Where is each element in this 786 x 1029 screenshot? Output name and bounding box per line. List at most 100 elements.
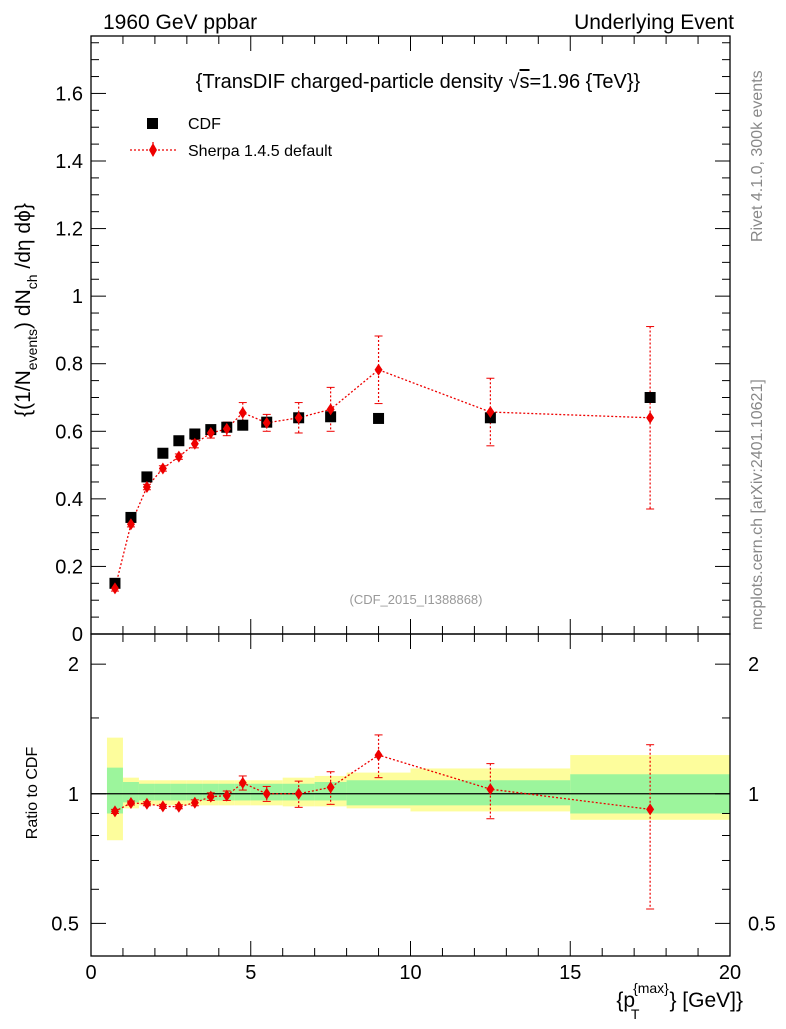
- ratio-sherpa-point: [206, 790, 215, 803]
- header-right: Underlying Event: [574, 11, 734, 34]
- xtick-label: 10: [399, 962, 421, 984]
- mcplots-label: mcplots.cern.ch [arXiv:2401.10621]: [749, 379, 766, 630]
- ratio-stat-band: [138, 783, 155, 801]
- ratio-sherpa-point: [174, 800, 183, 813]
- sherpa-point: [646, 411, 655, 424]
- legend: CDF Sherpa 1.4.5 default: [130, 116, 333, 160]
- cdf-point: [373, 412, 385, 424]
- ratio-stat-band: [234, 783, 251, 801]
- sherpa-point: [142, 481, 151, 494]
- sherpa-point: [222, 422, 231, 435]
- xlabel-a: {p: [616, 989, 635, 1012]
- ratio-stat-band: [186, 783, 203, 801]
- xlabel-sup: {max}: [633, 980, 669, 996]
- ratio-sherpa-point: [374, 749, 383, 762]
- title-post: =1.96 {TeV}}: [530, 71, 641, 93]
- ratio-sherpa-point: [238, 776, 247, 789]
- cdf-point: [325, 411, 337, 423]
- xlabel-sub: T: [631, 1006, 640, 1022]
- title-pre: {TransDIF charged-particle density: [196, 71, 509, 93]
- rivet-label: Rivet 4.1.0, 300k events: [749, 70, 766, 242]
- ratio-sherpa-point: [126, 796, 135, 809]
- legend-cdf-marker: [147, 118, 158, 129]
- sherpa-point: [206, 426, 215, 439]
- sherpa-point: [158, 462, 167, 475]
- legend-sherpa-marker: [149, 143, 157, 157]
- sherpa-point: [190, 437, 199, 450]
- ylabel-d: ch: [24, 274, 40, 289]
- xtick-label: 5: [245, 962, 256, 984]
- ratio-ylabel: Ratio to CDF: [24, 747, 41, 840]
- main-ytick-label: 1: [72, 286, 83, 308]
- ratio-panel: 0.5 0.51 12 20 5 10 15 20 Ratio to CDF {p{max} T…: [24, 633, 776, 1022]
- sherpa-point: [294, 411, 303, 424]
- ratio-stat-band: [346, 780, 411, 806]
- ratio-sherpa-point: [486, 783, 495, 796]
- main-ytick-label: 0.2: [55, 556, 83, 578]
- ratio-sherpa-point: [142, 797, 151, 810]
- ratio-stat-band: [122, 782, 139, 803]
- sherpa-point: [262, 416, 271, 429]
- sherpa-point: [126, 518, 135, 531]
- main-frame: [90, 35, 731, 635]
- sherpa-point: [238, 406, 247, 419]
- ratio-sherpa-point: [294, 787, 303, 800]
- title-s: s: [520, 71, 530, 93]
- sherpa-point: [486, 406, 495, 419]
- xlabel: {p{max} T } [GeV]}: [616, 980, 743, 1022]
- ratio-ytick-label: 1: [68, 784, 79, 806]
- ratio-ytick-label-right: 1: [748, 784, 759, 806]
- header-left: 1960 GeV ppbar: [103, 11, 257, 34]
- title-sqrt: √: [509, 71, 520, 93]
- ratio-sherpa-point: [262, 787, 271, 800]
- ratio-stat-band: [154, 783, 171, 801]
- cdf-point: [125, 511, 137, 523]
- ratio-sherpa-point: [110, 805, 119, 818]
- sherpa-point: [374, 363, 383, 376]
- legend-cdf-label: CDF: [188, 116, 221, 133]
- main-watermark: (CDF_2015_I1388868): [350, 592, 483, 607]
- xtick-label: 15: [559, 962, 581, 984]
- xtick-label: 0: [85, 962, 96, 984]
- ratio-sherpa-point: [190, 796, 199, 809]
- main-ytick-label: 0.8: [55, 354, 83, 376]
- main-ytick-label: 0.4: [55, 489, 83, 511]
- ylabel-a: {(1/N: [12, 370, 35, 417]
- legend-sherpa-label: Sherpa 1.4.5 default: [188, 143, 333, 160]
- main-ytick-label: 1.6: [55, 83, 83, 105]
- sherpa-point: [174, 450, 183, 463]
- xlabel-b: } [GeV]}: [669, 989, 743, 1012]
- cdf-point: [237, 419, 249, 431]
- ratio-sherpa-point: [222, 789, 231, 802]
- main-ytick-label: 0: [72, 624, 83, 646]
- cdf-point: [644, 392, 656, 404]
- cdf-point: [157, 447, 169, 459]
- ratio-ytick-label: 0.5: [51, 913, 79, 935]
- cdf-point: [189, 428, 201, 440]
- xtick-label: 20: [719, 962, 741, 984]
- ratio-ytick-label: 2: [68, 654, 79, 676]
- ratio-sherpa-line: [114, 754, 651, 812]
- cdf-point: [173, 435, 185, 447]
- sherpa-line: [114, 369, 651, 589]
- main-ytick-label: 1.2: [55, 219, 83, 241]
- ylabel-c: ) dN: [12, 289, 35, 329]
- main-ylabel: {(1/Nevents) dNch /dη dϕ}: [12, 203, 40, 417]
- ratio-ytick-label-right: 2: [748, 654, 759, 676]
- main-ytick-label: 1.4: [55, 151, 83, 173]
- ylabel-b: events: [24, 329, 40, 370]
- main-panel: 0 0.2 0.4 0.6 0.8 1 1.2 1.4 1.6 (CDF_2015_I13888…: [12, 35, 731, 646]
- main-ytick-label: 0.6: [55, 421, 83, 443]
- ratio-stat-band: [170, 783, 187, 801]
- ylabel-e: /dη dϕ}: [12, 203, 35, 274]
- ratio-ytick-label-right: 0.5: [748, 913, 776, 935]
- sherpa-point: [110, 582, 119, 595]
- ratio-sherpa-point: [158, 800, 167, 813]
- ratio-stat-band: [106, 767, 123, 814]
- sherpa-point: [326, 403, 335, 416]
- cdf-point: [141, 471, 153, 483]
- main-title: {TransDIF charged-particle density √s=1.…: [196, 71, 641, 93]
- ratio-frame: [90, 633, 731, 957]
- ratio-sherpa-point: [326, 781, 335, 794]
